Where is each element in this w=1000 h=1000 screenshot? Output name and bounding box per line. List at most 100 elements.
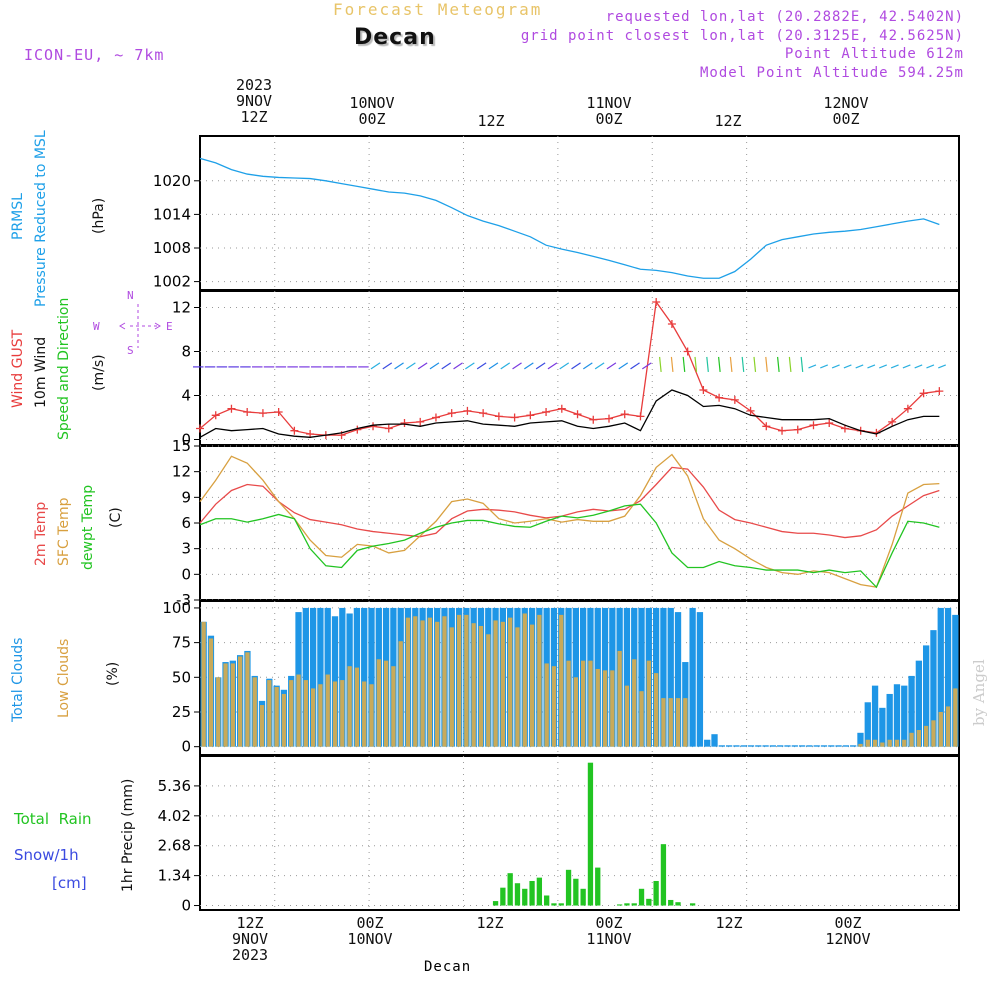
low-cloud-bar [675,698,681,747]
snow-label: Snow/1h [14,846,79,864]
low-cloud-bar [237,656,243,747]
rain-bar [507,873,513,906]
total-cloud-bar [638,607,645,747]
total-cloud-bar [572,607,579,747]
rain-bar [675,902,681,906]
low-cloud-bar [252,677,257,747]
low-cloud-bar [267,680,272,747]
wind-arrow [741,356,745,372]
bottom-time-tick: 00Z 10NOV [347,914,393,948]
y-tick-label: 25 [172,703,191,721]
rain-bar [595,867,601,906]
gust-marker [243,408,252,416]
wind-arrow [370,362,381,370]
total-cloud-bar [623,607,631,747]
y-tick-label: 1008 [153,239,191,257]
total-cloud-bar [660,607,667,747]
low-cloud-bar [208,638,214,747]
gust-marker [667,320,676,328]
total-cloud-bar [828,745,835,747]
low-cloud-bar [281,693,287,747]
wind-arrow [453,362,463,370]
total-cloud-bar [879,707,886,747]
wind-arrow [808,364,817,369]
low-cloud-bar [887,739,892,747]
wind-arrow [559,362,570,370]
rain-label: Total Rain [14,810,92,828]
low-cloud-bar [581,660,586,747]
total-cloud-bar [893,684,901,747]
bottom-time-tick: 00Z 11NOV [586,914,632,948]
low-cloud-bar [588,660,593,747]
total-cloud-bar [696,612,704,747]
gust-marker [573,410,582,419]
low-cloud-bar [310,688,316,747]
total-cloud-bar [784,745,791,747]
wind-arrow [394,362,404,370]
gust-marker [526,411,535,420]
bottom-time-tick: 12Z [715,914,743,932]
rain-bar [522,888,528,906]
rain-bar [558,903,564,906]
y-tick-label: -3 [176,591,191,609]
low-cloud-bar [865,739,870,747]
gust-marker [463,406,472,415]
total-cloud-bar [740,745,747,747]
low-cloud-bar [325,674,330,747]
snow-unit: [cm] [52,874,87,892]
total-cloud-bar [820,745,828,747]
low-cloud-bar [230,663,235,747]
rain-bar [580,888,586,906]
rain-bar [492,901,499,906]
gust-marker [683,347,692,356]
wind-arrow [718,356,721,372]
low-cloud-bar [894,739,900,747]
low-cloud-bar [573,677,578,747]
gust-marker [919,389,928,398]
gust-marker [290,426,299,435]
wind-arrow [694,356,698,372]
low-cloud-bar [500,621,506,747]
wind-arrow [890,364,899,369]
rain-bar [638,888,645,906]
total-cloud-bar [733,745,740,747]
compass-w: W [93,320,100,333]
gust-marker [384,424,393,433]
low-cloud-bar [303,680,308,747]
total-cloud-bar [835,745,842,747]
low-cloud-bar [653,673,659,747]
wind-arrow [630,362,640,370]
gust-marker [746,406,755,415]
low-cloud-bar [456,614,462,747]
low-cloud-bar [909,732,914,747]
y-tick-label: 0 [181,431,191,449]
low-cloud-bar [953,688,958,747]
gust-marker [793,425,802,434]
total-cloud-bar [886,693,893,747]
wind-arrow [855,364,864,369]
low-cloud-bar [544,663,549,747]
total-cloud-bar [674,612,682,747]
low-cloud-bar [529,624,535,747]
rain-bar [624,903,630,906]
wind-arrow [765,356,768,372]
low-cloud-bar [427,617,433,747]
wind-arrow [382,362,393,370]
gust-marker [620,410,629,419]
rain-bar [668,899,674,906]
y-tick-label: 75 [172,634,191,652]
low-cloud-bar [624,685,630,747]
low-cloud-bar [449,627,454,747]
low-cloud-bar [362,681,367,747]
series-line [199,453,940,588]
rain-bar [514,883,521,906]
wind-arrow [800,356,804,372]
rain-bar [500,887,506,906]
gust-marker [274,408,283,416]
wind-arrow [582,362,593,370]
total-cloud-bar [944,607,952,747]
compass-e: E [166,320,173,333]
low-cloud-bar [435,621,440,747]
gust-marker [652,298,661,306]
wind-arrow [879,364,888,369]
